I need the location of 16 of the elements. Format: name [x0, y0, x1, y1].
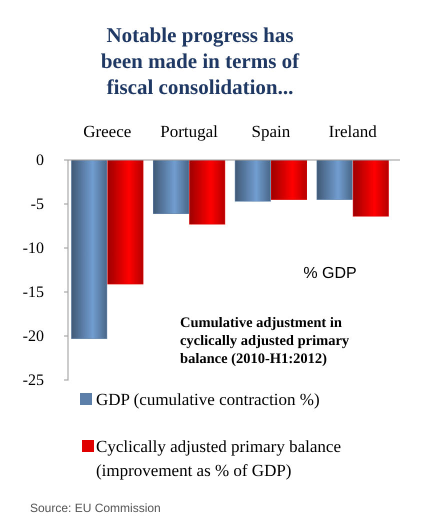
x-tick-label: Portugal: [160, 122, 218, 141]
y-tick-label: 0: [36, 152, 44, 170]
x-tick-label: Ireland: [328, 122, 378, 141]
x-tick-label: Spain: [252, 122, 291, 141]
x-tick-label: Greece: [83, 122, 132, 141]
chart-title: Notable progress has been made in terms of fiscal consolidation...: [100, 23, 300, 99]
y-tick-label: -10: [22, 240, 44, 258]
annotation: Cumulative adjustment in cyclically adjusted primary balance (2010-H1:2012): [180, 315, 350, 367]
annotation: % GDP: [303, 265, 357, 282]
source-note: Source: EU Commission: [30, 501, 161, 515]
y-tick-label: -20: [22, 328, 44, 346]
y-tick-label: -5: [30, 196, 44, 214]
legend-label: Cyclically adjusted primary balance (improvement as % of GDP): [96, 437, 341, 480]
y-tick-label: -15: [22, 284, 44, 302]
legend-label: GDP (cumulative contraction %): [96, 390, 320, 409]
y-tick-label: -25: [22, 372, 44, 390]
